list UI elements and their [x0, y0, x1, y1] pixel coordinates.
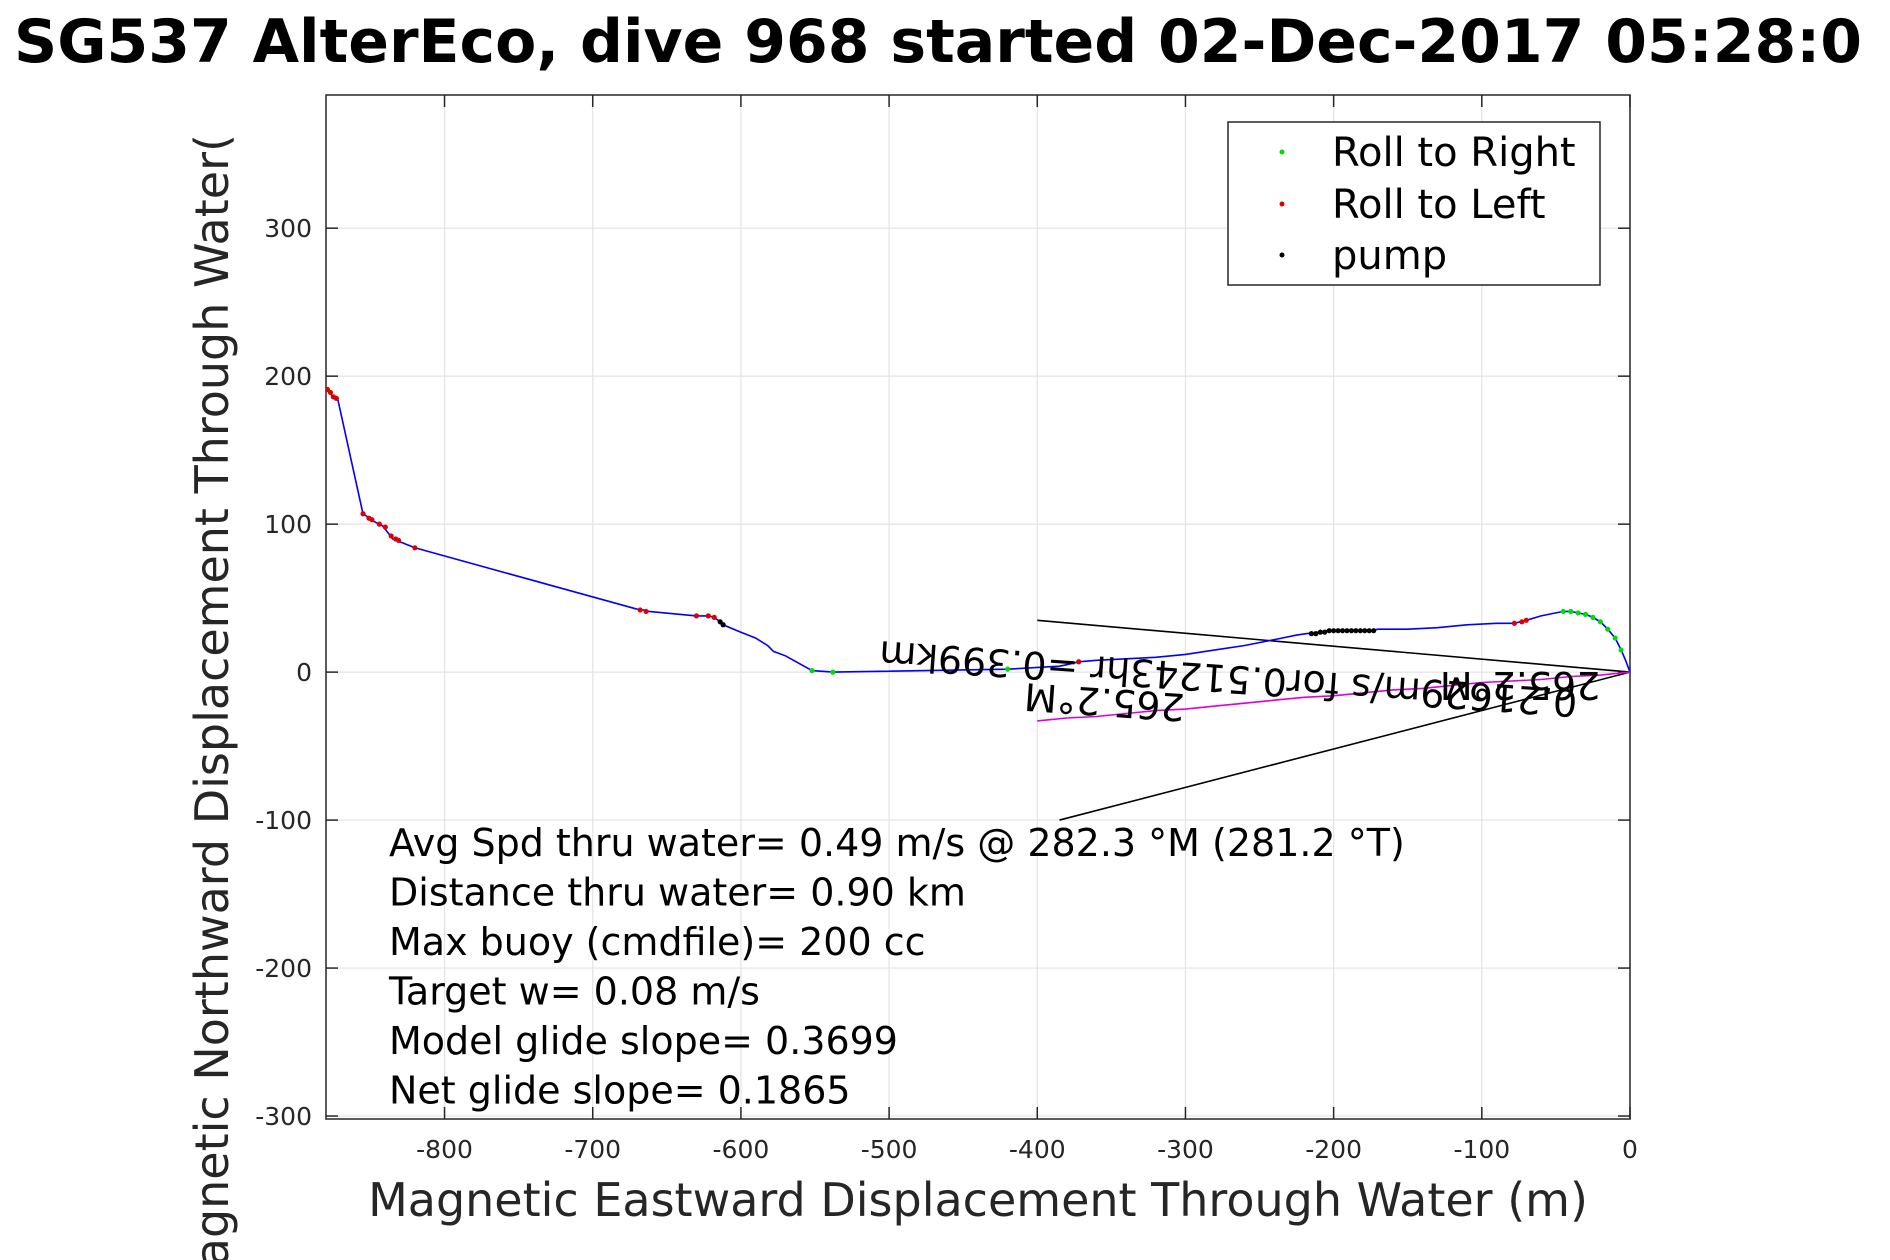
pump-point: [1308, 631, 1315, 637]
x-tick-labels: -800 -700 -600 -500 -400 -300 -200 -100 0: [416, 1135, 1638, 1164]
roll-right-point: [1597, 619, 1603, 625]
pump-point: [1322, 629, 1328, 635]
roll-left-point: [412, 545, 418, 551]
y-tick-label: 100: [264, 510, 312, 539]
pump-point: [1353, 628, 1359, 634]
pump-point: [1326, 628, 1332, 634]
vector-label: 265.2°M: [1440, 663, 1601, 707]
pump-point: [720, 622, 726, 628]
annotation-line: Avg Spd thru water= 0.49 m/s @ 282.3 °M …: [389, 821, 1405, 865]
y-tick-label: -100: [255, 806, 312, 835]
x-tick-label: -200: [1305, 1135, 1362, 1164]
current-line: [1037, 671, 1630, 722]
plot-frame: [325, 94, 1631, 1120]
roll-right-point: [1618, 647, 1624, 653]
x-tick-label: -800: [416, 1135, 473, 1164]
legend-marker-roll-left: [1279, 201, 1285, 207]
roll-right-point: [1590, 614, 1596, 620]
x-tick-label: -600: [713, 1135, 770, 1164]
roll-left-point: [327, 389, 334, 396]
roll-right-point: [1612, 635, 1618, 641]
y-tick-label: 200: [264, 362, 312, 391]
legend-label-roll-right: Roll to Right: [1332, 130, 1576, 176]
annotation-line: Model glide slope= 0.3699: [389, 1019, 898, 1063]
roll-right-point: [1605, 626, 1611, 632]
roll-left-point: [369, 517, 375, 523]
pump-point: [1357, 628, 1363, 634]
x-tick-label: -700: [564, 1135, 621, 1164]
roll-left-point: [360, 511, 366, 517]
y-tick-label: -300: [255, 1102, 312, 1131]
legend-box: [1227, 121, 1601, 286]
y-axis-label: Magnetic Northward Displacement Through …: [185, 134, 239, 1260]
x-axis-label: Magnetic Eastward Displacement Through W…: [368, 1173, 1588, 1227]
roll-left-point: [376, 521, 382, 527]
x-tick-label: -300: [1157, 1135, 1214, 1164]
roll-left-point: [711, 614, 717, 620]
x-tick-label: 0: [1622, 1135, 1638, 1164]
data-layer: [326, 386, 1630, 821]
legend-marker-pump: [1279, 252, 1285, 258]
annotation-block: Avg Spd thru water= 0.49 m/s @ 282.3 °M …: [388, 821, 1405, 1113]
legend-marker-roll-right: [1279, 149, 1285, 155]
y-tick-labels: -300 -200 -100 0 100 200 300: [255, 214, 312, 1131]
x-tick-label: -500: [861, 1135, 918, 1164]
pump-point: [1335, 628, 1341, 634]
roll-left-point: [1519, 619, 1525, 625]
roll-right-point: [1560, 608, 1566, 615]
pump-point: [1331, 628, 1337, 634]
y-tick-label: 300: [264, 214, 312, 243]
pump-point: [1371, 628, 1377, 634]
pump-point: [1317, 629, 1323, 635]
roll-right-point: [809, 668, 815, 674]
pump-point: [1313, 631, 1319, 637]
roll-left-point: [396, 537, 402, 544]
pump-point: [1348, 628, 1355, 634]
roll-left-point: [1523, 617, 1529, 623]
vector-line: [1059, 671, 1630, 821]
tick-marks: [326, 95, 1631, 1119]
roll-right-point: [1582, 611, 1589, 617]
x-tick-label: -400: [1009, 1135, 1066, 1164]
pump-point: [1344, 628, 1350, 634]
roll-left-point: [1076, 659, 1082, 665]
roll-right-point: [1575, 610, 1581, 616]
pump-point: [1339, 628, 1346, 634]
y-tick-label: -200: [255, 954, 312, 983]
legend-label-pump: pump: [1332, 233, 1447, 279]
roll-right-point: [830, 669, 836, 675]
roll-left-point: [333, 395, 339, 401]
legend-label-roll-left: Roll to Left: [1332, 182, 1546, 228]
chart-title: SG537 AlterEco, dive 968 started 02-Dec-…: [14, 7, 1862, 77]
roll-left-point: [1511, 620, 1518, 626]
roll-left-point: [693, 613, 700, 619]
x-tick-label: -100: [1453, 1135, 1510, 1164]
annotation-line: Target w= 0.08 m/s: [388, 970, 760, 1014]
annotation-line: Distance thru water= 0.90 km: [389, 871, 966, 915]
pump-point: [1366, 628, 1372, 634]
annotation-line: Max buoy (cmdfile)= 200 cc: [389, 920, 926, 964]
roll-right-point: [1568, 608, 1574, 615]
roll-left-point: [705, 613, 711, 619]
roll-right-point: [1005, 666, 1011, 672]
vector-line: [1037, 619, 1630, 673]
pump-point: [1362, 628, 1368, 634]
legend: Roll to Right Roll to Left pump: [1227, 121, 1601, 286]
y-tick-label: 0: [296, 658, 312, 687]
roll-left-point: [637, 607, 643, 613]
roll-left-point: [388, 533, 394, 539]
roll-left-point: [643, 608, 649, 615]
annotation-line: Net glide slope= 0.1865: [389, 1069, 851, 1113]
roll-left-point: [382, 524, 388, 530]
